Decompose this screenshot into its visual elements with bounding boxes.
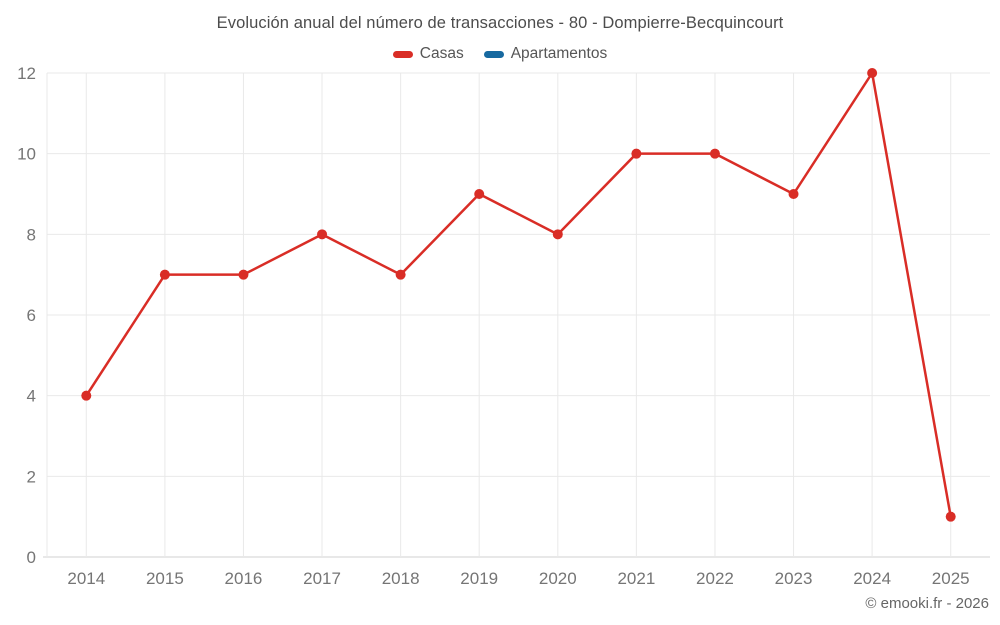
x-tick-label: 2021: [617, 569, 655, 588]
data-point-casas[interactable]: [159, 269, 170, 280]
x-tick-label: 2014: [67, 569, 105, 588]
legend-swatch-casas-icon: [392, 50, 413, 58]
data-point-casas[interactable]: [395, 269, 406, 280]
x-tick-label: 2025: [932, 569, 970, 588]
legend-item-apartamentos[interactable]: Apartamentos: [483, 45, 608, 63]
y-tick-label: 6: [27, 306, 36, 325]
y-tick-label: 2: [27, 467, 36, 486]
legend-swatch-apartamentos-icon: [483, 50, 504, 58]
x-tick-label: 2023: [775, 569, 813, 588]
y-tick-label: 12: [17, 64, 36, 83]
y-tick-label: 0: [27, 548, 36, 567]
x-tick-label: 2016: [225, 569, 263, 588]
legend-item-casas[interactable]: Casas: [392, 45, 464, 63]
copyright-footer: © emooki.fr - 2026: [865, 595, 989, 612]
data-point-casas[interactable]: [474, 189, 485, 199]
y-tick-label: 4: [27, 387, 36, 406]
data-point-casas[interactable]: [552, 229, 563, 240]
x-tick-label: 2019: [460, 569, 498, 588]
x-tick-label: 2024: [853, 569, 891, 588]
legend-label-casas: Casas: [419, 45, 464, 62]
data-point-casas[interactable]: [317, 229, 328, 240]
chart-legend: Casas Apartamentos: [0, 45, 1000, 63]
data-point-casas[interactable]: [631, 148, 642, 159]
legend-label-apartamentos: Apartamentos: [510, 45, 608, 62]
x-tick-label: 2017: [303, 569, 341, 588]
data-point-casas[interactable]: [709, 148, 720, 159]
x-tick-label: 2018: [382, 569, 420, 588]
y-tick-label: 10: [17, 145, 36, 164]
x-tick-label: 2015: [146, 569, 184, 588]
data-point-casas[interactable]: [867, 68, 878, 78]
data-point-casas[interactable]: [238, 269, 249, 280]
chart-title: Evolución anual del número de transaccio…: [216, 14, 784, 32]
x-tick-label: 2022: [696, 569, 734, 588]
y-tick-label: 8: [27, 225, 36, 244]
series-line-casas: [85, 71, 952, 518]
data-point-casas[interactable]: [945, 511, 956, 522]
data-point-casas[interactable]: [788, 189, 799, 199]
x-tick-label: 2020: [539, 569, 577, 588]
data-point-casas[interactable]: [81, 390, 92, 401]
